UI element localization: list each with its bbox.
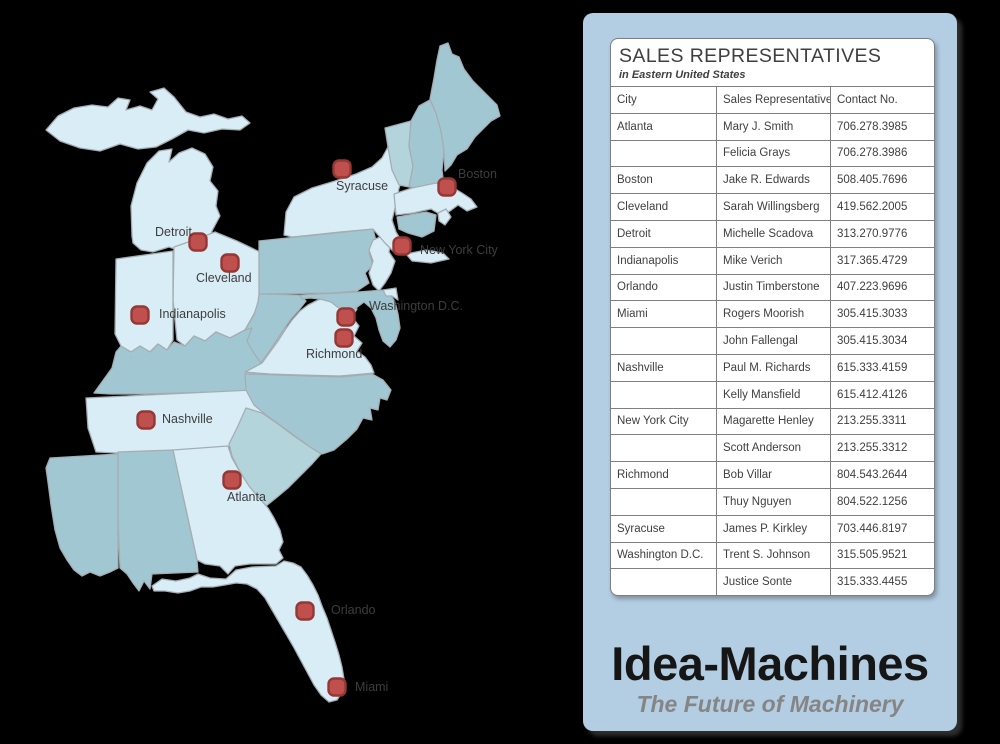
city-marker <box>392 236 412 256</box>
table-header-row: City Sales Representative Contact No. <box>611 87 934 114</box>
city-marker <box>437 177 457 197</box>
city-label: Atlanta <box>227 490 266 504</box>
city-marker <box>130 305 150 325</box>
city-washington-d-c: Washington D.C. <box>336 299 463 327</box>
city-atlanta: Atlanta <box>222 470 266 504</box>
logo-text: Idea-Machines <box>611 637 929 690</box>
table-row: Detroit Michelle Scadova 313.270.9776 <box>611 219 934 248</box>
table-row: Cleveland Sarah Willingsberg 419.562.2005 <box>611 193 934 221</box>
table-row: John Fallengal 305.415.3034 <box>611 327 934 355</box>
table-row: Washington D.C. Trent S. Johnson 315.505.9… <box>611 541 934 570</box>
sales-table-card: SALES REPRESENTATIVES in Eastern United … <box>610 38 935 597</box>
city-cleveland: Cleveland <box>196 253 252 285</box>
city-label: Cleveland <box>196 271 252 285</box>
table-row: Kelly Mansfield 615.412.4126 <box>611 380 934 409</box>
state-long-island <box>405 249 450 264</box>
city-indianapolis: Indianapolis <box>130 305 226 325</box>
column-header-city: City <box>611 87 717 114</box>
table-row: Nashville Paul M. Richards 615.333.4159 <box>611 353 934 382</box>
city-boston: Boston <box>437 167 497 197</box>
city-label: Boston <box>458 167 497 181</box>
city-marker <box>295 601 315 621</box>
city-detroit: Detroit <box>155 225 208 252</box>
table-row: Richmond Bob Villar 804.543.2644 <box>611 461 934 489</box>
table-row: Felicia Grays 706.278.3986 <box>611 139 934 168</box>
city-label: Orlando <box>331 603 376 617</box>
table-row: Scott Anderson 213.255.3312 <box>611 434 934 463</box>
state-delaware <box>382 287 399 301</box>
state-alabama <box>117 449 199 592</box>
city-label: Richmond <box>306 347 362 361</box>
city-marker <box>188 232 208 252</box>
city-label: Syracuse <box>336 179 388 193</box>
state-michigan-upper <box>45 87 251 152</box>
state-indiana <box>114 250 174 353</box>
city-marker <box>327 677 347 697</box>
state-rhode-island <box>437 208 452 226</box>
state-georgia <box>172 445 284 575</box>
city-new-york-city: New York City <box>392 236 499 257</box>
tagline-text: The Future of Machinery <box>636 691 904 717</box>
table-row: Atlanta Mary J. Smith 706.278.3985 <box>611 112 934 141</box>
table-row: Thuy Nguyen 804.522.1256 <box>611 487 934 516</box>
city-label: Detroit <box>155 225 192 239</box>
table-row: Boston Jake R. Edwards 508.405.7696 <box>611 166 934 195</box>
table-title: SALES REPRESENTATIVES <box>619 45 882 67</box>
table-row: Orlando Justin Timberstone 407.223.9696 <box>611 273 934 302</box>
table-row: Syracuse James P. Kirkley 703.446.8197 <box>611 514 934 543</box>
city-label: Miami <box>355 680 388 694</box>
state-west-virginia <box>244 293 307 364</box>
city-marker <box>222 470 242 490</box>
table-row: Indianapolis Mike Verich 317.365.4729 <box>611 246 934 275</box>
city-label: Nashville <box>162 412 213 426</box>
city-syracuse: Syracuse <box>332 159 388 193</box>
city-miami: Miami <box>327 677 388 697</box>
city-label: Indianapolis <box>159 307 226 321</box>
state-maryland-delmarva <box>299 289 401 348</box>
state-mississippi <box>45 453 119 577</box>
state-michigan-lower <box>130 147 221 253</box>
info-panel: SALES REPRESENTATIVES in Eastern United … <box>583 13 957 731</box>
city-orlando: Orlando <box>295 601 376 621</box>
city-marker <box>136 410 156 430</box>
table-row: New York City Magarette Henley 213.255.331… <box>611 407 934 436</box>
city-layer: Syracuse Boston Detroit Cleveland New York C… <box>130 159 499 697</box>
state-connecticut <box>396 211 437 238</box>
city-marker <box>220 253 240 273</box>
city-marker <box>332 159 352 179</box>
city-marker <box>334 328 354 348</box>
city-label: Washington D.C. <box>369 299 463 313</box>
table-header-block: SALES REPRESENTATIVES in Eastern United … <box>611 39 934 87</box>
column-header-sales-representative: Sales Representative <box>716 87 831 114</box>
state-south-carolina <box>228 407 322 507</box>
city-richmond: Richmond <box>306 328 362 361</box>
table-row: Miami Rogers Moorish 305.415.3033 <box>611 300 934 329</box>
sales-table: City Sales Representative Contact No. At… <box>611 87 934 596</box>
city-label: New York City <box>420 243 499 257</box>
state-massachusetts <box>393 182 478 216</box>
city-nashville: Nashville <box>136 410 213 430</box>
states-layer <box>45 42 501 703</box>
table-subtitle: in Eastern United States <box>619 69 746 81</box>
state-maine <box>429 42 501 172</box>
table-row: Justice Sonte 315.333.4455 <box>611 568 934 596</box>
city-marker <box>336 307 356 327</box>
state-florida <box>151 560 345 703</box>
state-pennsylvania <box>258 228 378 295</box>
column-header-contact-no: Contact No. <box>830 87 934 114</box>
